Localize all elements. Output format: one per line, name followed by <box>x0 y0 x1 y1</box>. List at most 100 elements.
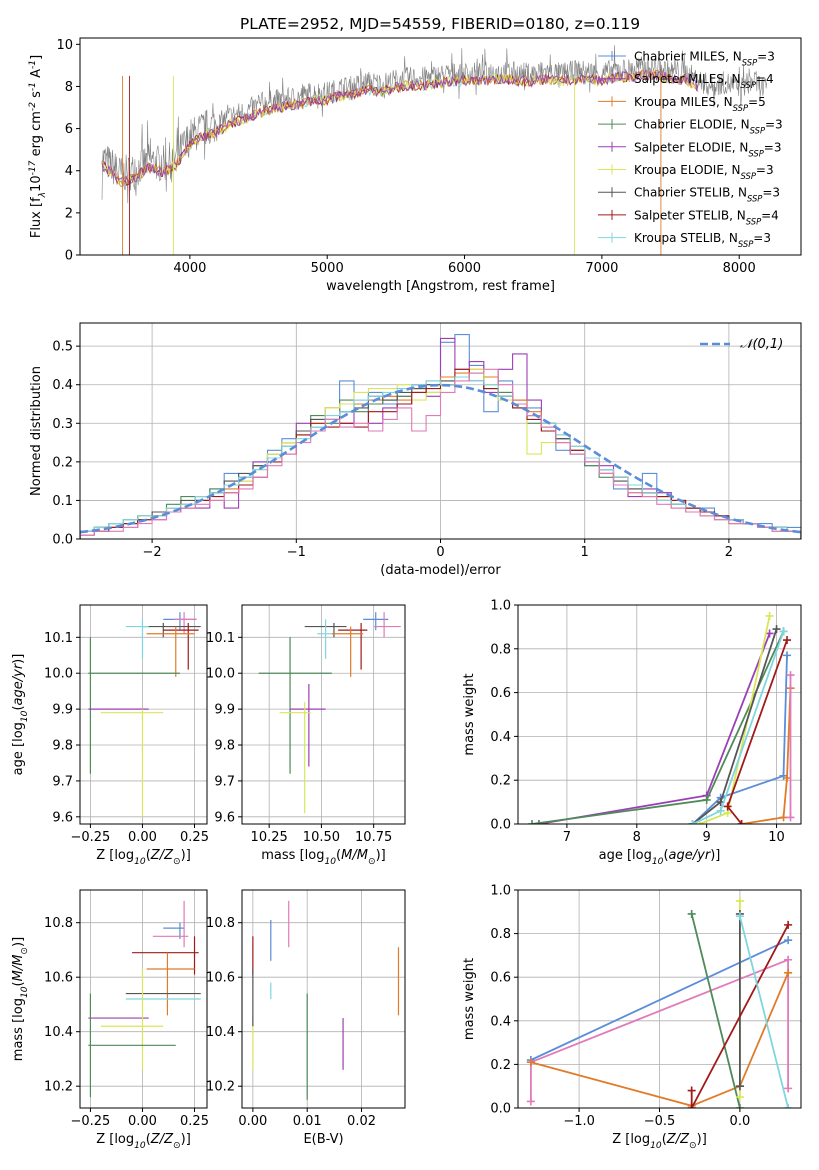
y-tick-label: 1.0 <box>490 884 511 899</box>
x-axis-label: Z [log10(Z/Z⊙)] <box>96 848 191 867</box>
mass-weight-marker <box>784 936 793 945</box>
residual-histogram-plot: −2 −1 0 1 2 0.0 0.1 0.2 0.3 0.4 0.5 (data-model)/er… <box>29 322 802 578</box>
y-tick-label: 10.8 <box>44 916 73 931</box>
y-tick-label: 10 <box>56 38 73 53</box>
y-tick-label: 6 <box>65 122 73 137</box>
x-tick-label: 7000 <box>585 261 618 276</box>
y-tick-label: 9.7 <box>52 774 73 789</box>
x-tick-label: −0.25 <box>70 1114 110 1129</box>
y-axis-label: mass weight <box>462 673 477 755</box>
errorbar-point <box>100 969 164 1070</box>
mass-weight-line <box>530 939 789 1061</box>
y-tick-label: 10.1 <box>44 631 73 646</box>
y-tick-label: 10.1 <box>206 631 235 646</box>
age-vs-metallicity-plot: −0.25 0.00 0.25 9.6 9.7 9.8 9.9 10.0 10.1 Z [log1… <box>11 604 209 867</box>
y-tick-label: 0.2 <box>490 774 511 789</box>
legend-label: Salpeter MILES, NSSP=4 <box>634 72 774 90</box>
legend-label: Chabrier MILES, NSSP=3 <box>634 50 775 68</box>
y-axis-label: mass [log10(M/M⊙)] <box>11 937 30 1061</box>
y-tick-label: 4 <box>65 164 73 179</box>
data-spectrum-line <box>101 45 767 204</box>
y-tick-label: 0.5 <box>52 340 73 355</box>
x-tick-label: 0.25 <box>180 830 209 845</box>
mass-weight-marker <box>527 820 536 824</box>
age-vs-mass-plot: 10.25 10.50 10.75 9.6 9.7 9.8 9.9 10.0 10.1 mass … <box>206 604 406 867</box>
errorbar-point <box>163 622 199 670</box>
x-tick-label: 2 <box>725 545 733 560</box>
x-tick-label: 5000 <box>311 261 344 276</box>
x-axis-label: age [log10(age/yr)] <box>599 848 721 867</box>
x-axis-label: Z [log10(Z/Z⊙)] <box>612 1132 707 1151</box>
legend-label: Kroupa MILES, NSSP=5 <box>634 95 766 113</box>
mass-weight-marker <box>772 625 781 634</box>
legend-label: Salpeter ELODIE, NSSP=3 <box>634 140 782 158</box>
chart-title: PLATE=2952, MJD=54559, FIBERID=0180, z=0… <box>240 15 640 33</box>
mass-weight-line <box>530 958 789 1102</box>
x-tick-label: 10 <box>768 830 785 845</box>
y-tick-label: 0.0 <box>490 818 511 833</box>
y-tick-label: 0 <box>65 249 73 264</box>
y-tick-label: 10.8 <box>206 916 235 931</box>
plot-area <box>258 612 401 814</box>
x-tick-label: −2 <box>143 545 162 560</box>
mass-weight-marker <box>783 636 792 645</box>
axes-frame <box>241 604 406 825</box>
mass-weight-marker <box>716 806 725 815</box>
x-tick-label: −0.5 <box>644 1114 676 1129</box>
mass-weight-line <box>692 655 788 824</box>
y-tick-label: 10.2 <box>44 1080 73 1095</box>
y-tick-label: 0.2 <box>52 455 73 470</box>
mass-weight-marker <box>784 955 793 964</box>
axes-frame <box>241 889 406 1109</box>
mass-weight-marker <box>779 813 788 822</box>
histogram-step <box>80 376 801 539</box>
y-axis-label: age [log10(age/yr)] <box>11 654 30 776</box>
x-tick-label: 4000 <box>173 261 206 276</box>
y-tick-label: 0.4 <box>490 1014 511 1029</box>
mass-weight-marker <box>765 611 774 620</box>
y-tick-label: 0.2 <box>490 1058 511 1073</box>
x-tick-label: 0.25 <box>180 1114 209 1129</box>
mass-weight-marker <box>735 896 744 905</box>
x-tick-label: 0.00 <box>128 830 157 845</box>
y-axis-label: Normed distribution <box>29 366 44 496</box>
errorbar-point <box>146 952 195 1016</box>
mass-weight-marker <box>526 1058 535 1067</box>
y-tick-label: 0.0 <box>52 533 73 548</box>
y-tick-label: 9.9 <box>52 703 73 718</box>
x-tick-label: 0.0 <box>730 1114 751 1129</box>
model-spectrum-line <box>101 68 699 186</box>
y-tick-label: 9.6 <box>214 810 235 825</box>
mass-weight-marker <box>688 820 697 824</box>
mass-weight-marker <box>687 909 696 918</box>
x-tick-label: 10.25 <box>251 830 288 845</box>
mass-weight-marker <box>786 813 795 822</box>
plot-area <box>88 612 201 817</box>
errorbar-point <box>132 936 199 975</box>
x-axis-label: mass [log10(M/M⊙)] <box>261 848 385 867</box>
plot-area <box>88 900 201 1098</box>
y-tick-label: 0.8 <box>490 927 511 942</box>
mass-weight-marker <box>784 968 793 977</box>
mass-weight-marker <box>783 651 792 660</box>
x-tick-label: 10.75 <box>355 830 392 845</box>
errorbar-point <box>152 900 189 948</box>
mass-weight-marker <box>735 912 744 921</box>
y-tick-label: 0.1 <box>52 494 73 509</box>
y-tick-label: 10.4 <box>206 1025 235 1040</box>
mass-weight-line <box>741 688 792 824</box>
mass-weight-marker <box>687 1086 696 1095</box>
mass-weight-marker <box>735 1082 744 1091</box>
y-tick-label: 0.8 <box>490 642 511 657</box>
y-tick-label: 10.0 <box>206 667 235 682</box>
y-tick-label: 9.9 <box>214 703 235 718</box>
legend-label: Kroupa ELODIE, NSSP=3 <box>634 163 774 181</box>
mass-weight-line <box>538 633 771 824</box>
y-tick-label: 0.4 <box>52 378 73 393</box>
plot-area <box>80 334 801 539</box>
x-tick-label: 8 <box>633 830 641 845</box>
mass-weight-marker <box>779 627 788 636</box>
x-tick-label: 9 <box>703 830 711 845</box>
y-tick-label: 10.4 <box>44 1025 73 1040</box>
